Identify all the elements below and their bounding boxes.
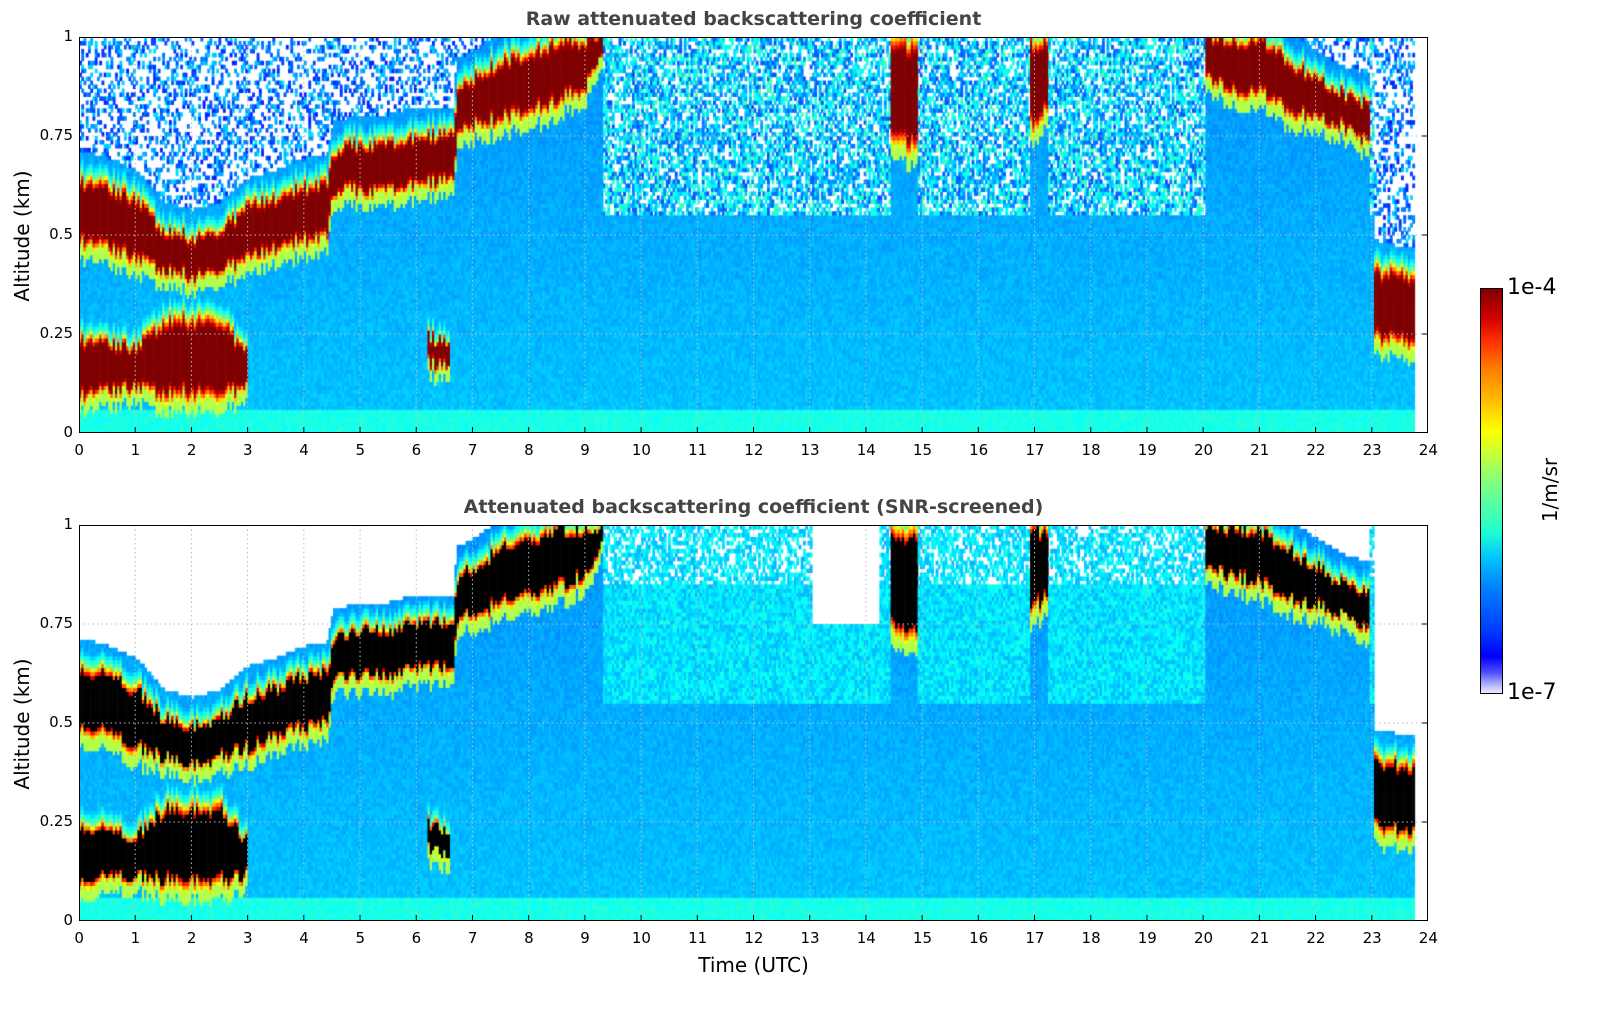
x-tick-label: 14 — [856, 441, 876, 459]
y-tick-label: 0.25 — [39, 812, 73, 830]
x-tick-label: 17 — [1025, 441, 1045, 459]
x-tick-label: 20 — [1193, 929, 1214, 947]
x-tick-label: 16 — [969, 929, 989, 947]
bottom-gridlines — [79, 525, 1428, 921]
x-tick-label: 18 — [1081, 929, 1101, 947]
y-tick-label: 0 — [63, 423, 73, 441]
x-tick-label: 5 — [355, 441, 365, 459]
x-tick-label: 18 — [1081, 441, 1101, 459]
x-tick-label: 22 — [1306, 929, 1326, 947]
x-tick-label: 23 — [1362, 929, 1382, 947]
x-tick-label: 7 — [467, 929, 478, 947]
colorbar-max-label: 1e-4 — [1507, 275, 1557, 300]
x-tick-label: 10 — [631, 441, 651, 459]
x-tick-label: 2 — [186, 929, 197, 947]
x-tick-label: 21 — [1250, 441, 1270, 459]
y-tick-label: 0 — [63, 911, 73, 929]
top-y-axis-label: Altitude (km) — [10, 170, 34, 302]
x-tick-label: 8 — [524, 929, 534, 947]
x-tick-label: 23 — [1362, 441, 1382, 459]
x-tick-label: 8 — [524, 441, 534, 459]
x-tick-label: 15 — [912, 929, 933, 947]
x-tick-label: 3 — [243, 929, 253, 947]
x-tick-label: 6 — [411, 929, 422, 947]
x-tick-label: 15 — [912, 441, 933, 459]
y-tick-label: 0.5 — [49, 713, 73, 731]
x-tick-label: 13 — [800, 441, 820, 459]
x-tick-label: 20 — [1193, 441, 1214, 459]
top-chart-title: Raw attenuated backscattering coefficien… — [525, 8, 982, 30]
bottom-heatmap-panel — [79, 525, 1428, 921]
x-tick-label: 24 — [1418, 929, 1438, 947]
x-tick-label: 16 — [969, 441, 989, 459]
colorbar-min-label: 1e-7 — [1507, 680, 1557, 705]
bottom-y-axis-label: Altitude (km) — [10, 658, 34, 790]
x-tick-label: 5 — [355, 929, 365, 947]
y-tick-label: 1 — [63, 515, 73, 533]
x-tick-label: 11 — [688, 929, 708, 947]
x-tick-label: 9 — [580, 929, 590, 947]
x-tick-label: 4 — [299, 929, 309, 947]
colorbar-unit-label: 1/m/sr — [1538, 457, 1562, 523]
x-tick-label: 7 — [467, 441, 478, 459]
x-tick-label: 9 — [580, 441, 590, 459]
x-tick-label: 13 — [800, 929, 820, 947]
x-tick-label: 4 — [299, 441, 309, 459]
y-tick-label: 0.75 — [39, 614, 73, 632]
x-tick-label: 22 — [1306, 441, 1326, 459]
x-tick-label: 12 — [744, 441, 764, 459]
x-tick-label: 1 — [130, 441, 141, 459]
x-tick-label: 17 — [1025, 929, 1045, 947]
x-tick-label: 10 — [631, 929, 651, 947]
bottom-chart-title: Attenuated backscattering coefficient (S… — [463, 496, 1044, 518]
y-tick-label: 0.5 — [49, 225, 73, 243]
top-gridlines — [79, 37, 1428, 433]
x-axis-label: Time (UTC) — [698, 953, 809, 977]
y-tick-label: 1 — [63, 27, 73, 45]
x-tick-label: 1 — [130, 929, 141, 947]
x-tick-label: 11 — [688, 441, 708, 459]
x-tick-label: 3 — [243, 441, 253, 459]
x-tick-label: 24 — [1418, 441, 1438, 459]
x-tick-label: 19 — [1137, 441, 1157, 459]
x-tick-label: 2 — [186, 441, 197, 459]
x-tick-label: 6 — [411, 441, 422, 459]
x-tick-label: 0 — [74, 929, 84, 947]
x-tick-label: 0 — [74, 441, 84, 459]
top-heatmap-panel — [79, 37, 1428, 433]
y-tick-label: 0.75 — [39, 126, 73, 144]
y-tick-label: 0.25 — [39, 324, 73, 342]
x-tick-label: 12 — [744, 929, 764, 947]
x-tick-label: 21 — [1250, 929, 1270, 947]
x-tick-label: 19 — [1137, 929, 1157, 947]
x-tick-label: 14 — [856, 929, 876, 947]
colorbar — [1480, 288, 1503, 694]
